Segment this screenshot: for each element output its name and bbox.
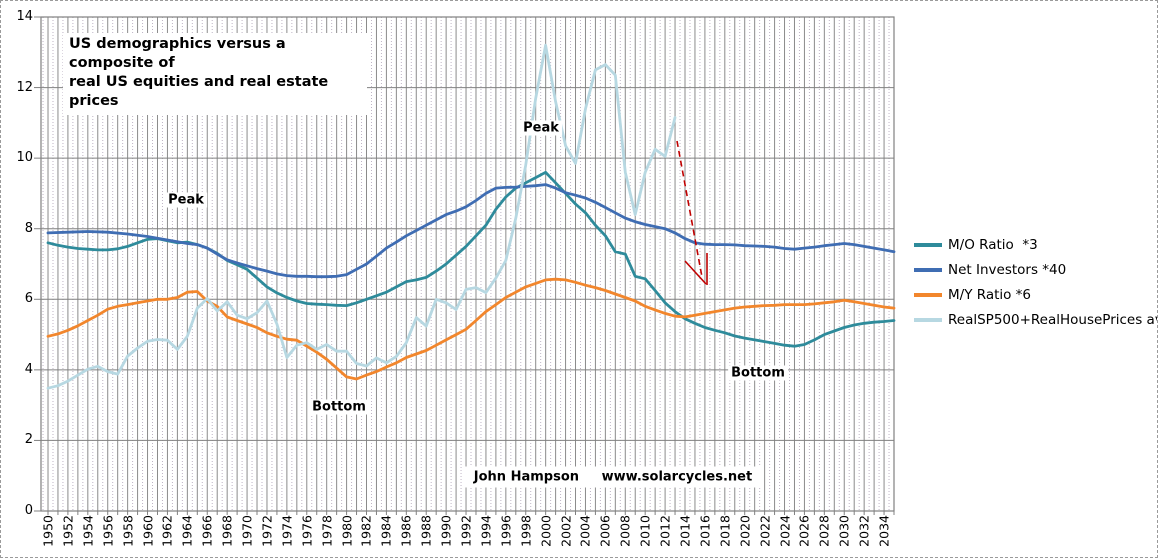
legend-label: RealSP500+RealHousePrices average	[948, 311, 1157, 328]
x-tick-label: 1976	[299, 515, 315, 547]
legend-label: M/Y Ratio *6	[948, 286, 1032, 303]
y-tick-label: 4	[24, 361, 33, 377]
annotation-john: John Hampson www.solarcycles.net	[461, 466, 765, 488]
x-tick-label: 1970	[239, 515, 255, 547]
x-tick-label: 1960	[140, 515, 156, 547]
y-tick-label: 10	[16, 150, 33, 166]
x-tick-label: 1990	[438, 515, 454, 547]
x-tick-label: 1968	[219, 515, 235, 547]
legend-item: M/O Ratio *3	[914, 232, 1157, 257]
x-tick-label: 1982	[358, 515, 374, 547]
x-tick-label: 1966	[199, 515, 215, 547]
x-tick-label: 1952	[60, 515, 76, 547]
x-tick-label: 1962	[159, 515, 175, 547]
x-tick-label: 2010	[637, 515, 653, 547]
x-tick-label: 2016	[697, 515, 713, 547]
annotation-bottom: Bottom	[728, 365, 788, 381]
annotation-peak: Peak	[520, 120, 562, 136]
x-tick-label: 2012	[657, 515, 673, 547]
y-tick-label: 2	[24, 432, 33, 448]
x-tick-label: 1950	[40, 515, 56, 547]
legend-label: M/O Ratio *3	[948, 236, 1038, 253]
x-tick-label: 1972	[259, 515, 275, 547]
x-tick-label: 1958	[120, 515, 136, 547]
x-tick-label: 2004	[577, 515, 593, 547]
chart-title: US demographics versus a composite of re…	[63, 33, 367, 115]
legend-item: Net Investors *40	[914, 257, 1157, 282]
plot-border	[40, 16, 895, 512]
x-tick-label: 2020	[737, 515, 753, 547]
x-tick-label: 1978	[319, 515, 335, 547]
x-tick-label: 1998	[518, 515, 534, 547]
annotation-arrow-shaft	[676, 140, 703, 278]
x-tick-label: 1996	[498, 515, 514, 547]
legend-swatch	[914, 292, 942, 297]
x-tick-label: 1988	[418, 515, 434, 547]
x-tick-label: 1956	[100, 515, 116, 547]
x-tick-label: 1992	[458, 515, 474, 547]
y-tick-label: 6	[24, 291, 33, 307]
legend-item: M/Y Ratio *6	[914, 282, 1157, 307]
x-tick-label: 1986	[398, 515, 414, 547]
x-tick-label: 2034	[876, 515, 892, 547]
y-tick-label: 0	[24, 503, 33, 518]
x-tick-label: 2022	[757, 515, 773, 547]
legend-swatch	[914, 267, 942, 272]
x-tick-label: 1964	[179, 515, 195, 547]
y-tick-label: 12	[16, 79, 33, 95]
series-line-realsp500-realhouseprices-average	[46, 43, 677, 390]
series-line-m-y-ratio-6	[46, 277, 896, 381]
legend-swatch	[914, 242, 942, 247]
x-tick-label: 2002	[558, 515, 574, 547]
legend-label: Net Investors *40	[948, 261, 1067, 278]
x-tick-label: 2018	[717, 515, 733, 547]
x-tick-label: 2032	[856, 515, 872, 547]
y-tick-label: 14	[16, 9, 33, 24]
x-tick-label: 1974	[279, 515, 295, 547]
x-tick-label: 1984	[378, 515, 394, 547]
x-tick-label: 2008	[617, 515, 633, 547]
x-tick-label: 1954	[80, 515, 96, 547]
x-tick-label: 2024	[777, 515, 793, 547]
x-tick-label: 2000	[538, 515, 554, 547]
x-tick-label: 2026	[796, 515, 812, 547]
series-line-net-investors-40	[46, 183, 896, 279]
annotation-peak: Peak	[165, 192, 207, 208]
chart-legend: M/O Ratio *3 Net Investors *40 M/Y Ratio *…	[914, 232, 1157, 332]
x-tick-label: 2030	[836, 515, 852, 547]
y-tick-label: 8	[24, 220, 33, 236]
legend-item: RealSP500+RealHousePrices average	[914, 307, 1157, 332]
x-tick-label: 1994	[478, 515, 494, 547]
x-tick-label: 2014	[677, 515, 693, 547]
chart-title-line1: US demographics versus a composite of	[69, 36, 286, 72]
chart-title-line2: real US equities and real estate prices	[69, 74, 329, 110]
annotation-bottom: Bottom	[309, 399, 369, 415]
x-tick-label: 1980	[339, 515, 355, 547]
x-tick-label: 2028	[816, 515, 832, 547]
x-tick-label: 2006	[597, 515, 613, 547]
legend-swatch	[914, 317, 942, 322]
annotation-arrow-head	[684, 260, 707, 285]
